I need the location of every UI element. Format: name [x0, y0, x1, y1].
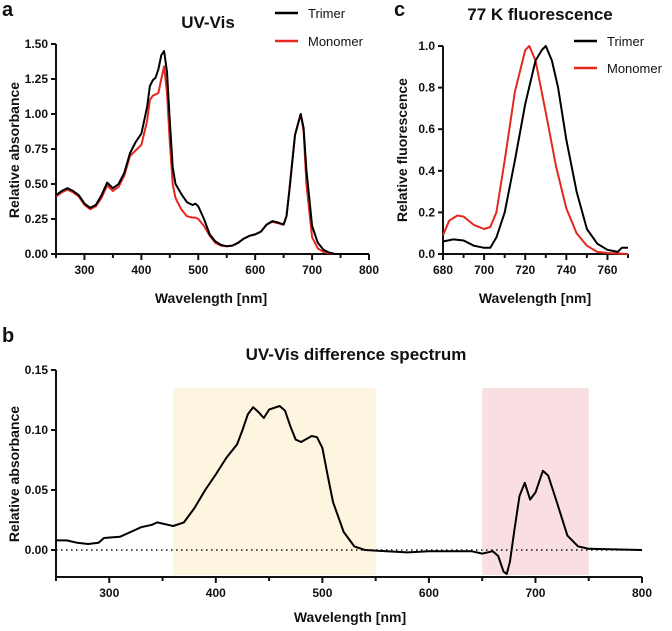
chart-a-plot: 0.00 0.25 0.50 0.75 1.00 1.25 1.50 300 400 500 600…	[25, 6, 380, 277]
x-tick-label: 700	[525, 586, 545, 600]
y-tick-label: 0.50	[25, 177, 49, 191]
y-tick-label: 0.25	[25, 212, 49, 226]
y-tick-label: 0.2	[418, 205, 435, 219]
chart-c-xlabel: Wavelength [nm]	[479, 290, 591, 306]
y-tick-label: 1.0	[418, 39, 435, 53]
x-tick-label: 720	[515, 263, 535, 277]
x-tick-label: 400	[206, 586, 226, 600]
y-tick-label: 0.15	[25, 363, 49, 377]
x-tick-label: 600	[245, 263, 265, 277]
x-tick-label: 800	[359, 263, 379, 277]
chart-c-title: 77 K fluorescence	[467, 5, 613, 24]
series-line-trimer	[55, 50, 369, 255]
shaded-region-1	[482, 388, 589, 575]
chart-a-title: UV-Vis	[181, 13, 235, 32]
chart-a-xlabel: Wavelength [nm]	[155, 290, 267, 306]
x-tick-label: 600	[419, 586, 439, 600]
panel-label-c: c	[394, 0, 405, 21]
chart-b-ylabel: Relative absorbance	[6, 406, 22, 542]
shaded-region-0	[173, 388, 376, 575]
y-tick-label: 0.00	[25, 247, 49, 261]
y-tick-label: 0.75	[25, 142, 49, 156]
legend-label-trimer: Trimer	[308, 6, 346, 21]
y-tick-label: 0.4	[418, 164, 435, 178]
series-line-difference	[56, 405, 643, 575]
legend-label-monomer: Monomer	[308, 34, 364, 49]
chart-b-xlabel: Wavelength [nm]	[294, 609, 406, 625]
chart-a-ylabel: Relative absorbance	[6, 82, 22, 218]
series-line-trimer	[442, 45, 628, 253]
x-tick-label: 500	[188, 263, 208, 277]
x-tick-label: 740	[556, 263, 576, 277]
chart-b-title: UV-Vis difference spectrum	[246, 345, 467, 364]
chart-b-plot: 0.00 0.05 0.10 0.15 300 400 500 600 700 800	[25, 363, 653, 600]
panel-label-b: b	[2, 325, 14, 347]
panel-label-a: a	[2, 0, 14, 21]
series-line-monomer	[55, 65, 369, 255]
x-tick-label: 800	[632, 586, 652, 600]
x-tick-label: 700	[474, 263, 494, 277]
x-tick-label: 500	[312, 586, 332, 600]
x-tick-label: 400	[131, 263, 151, 277]
x-tick-label: 760	[597, 263, 617, 277]
x-tick-label: 680	[433, 263, 453, 277]
y-tick-label: 1.00	[25, 107, 49, 121]
y-tick-label: 1.25	[25, 72, 49, 86]
series-line-monomer	[442, 45, 629, 255]
chart-c-ylabel: Relative fluorescence	[394, 78, 410, 222]
y-tick-label: 0.00	[25, 543, 49, 557]
y-tick-label: 0.8	[418, 81, 435, 95]
legend-label-monomer: Monomer	[607, 61, 663, 76]
chart-c-plot: 0.0 0.2 0.4 0.6 0.8 1.0 680 700 720 740 760 Trimer M…	[418, 34, 662, 277]
x-tick-label: 300	[99, 586, 119, 600]
y-tick-label: 1.50	[25, 37, 49, 51]
y-tick-label: 0.6	[418, 122, 435, 136]
x-tick-label: 300	[74, 263, 94, 277]
y-tick-label: 0.0	[418, 247, 435, 261]
x-tick-label: 700	[302, 263, 322, 277]
y-tick-label: 0.10	[25, 423, 49, 437]
legend-label-trimer: Trimer	[607, 34, 645, 49]
y-tick-label: 0.05	[25, 483, 49, 497]
